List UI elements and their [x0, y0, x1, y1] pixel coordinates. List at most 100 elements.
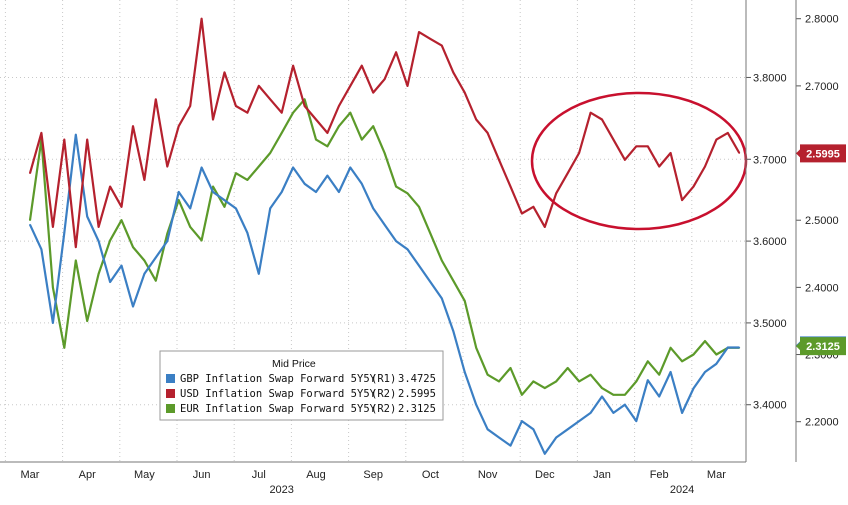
- data-point-usd: [52, 226, 54, 228]
- data-point-gbp: [738, 346, 741, 349]
- data-point-eur: [303, 98, 306, 101]
- data-point-gbp: [29, 223, 31, 226]
- data-point-eur: [86, 320, 88, 322]
- data-point-gbp: [200, 166, 203, 169]
- data-point-usd: [669, 152, 672, 154]
- data-point-usd: [418, 31, 420, 33]
- value-badge-pointer: [796, 341, 801, 352]
- data-point-eur: [715, 353, 718, 356]
- data-point-gbp: [669, 371, 672, 373]
- data-point-gbp: [463, 371, 466, 373]
- data-point-gbp: [269, 207, 272, 210]
- data-point-usd: [486, 132, 489, 134]
- data-point-usd: [75, 246, 77, 248]
- data-point-gbp: [475, 403, 478, 406]
- r1-tick-label: 3.6000: [753, 236, 787, 248]
- data-point-usd: [223, 71, 226, 74]
- year-label: 2024: [670, 484, 694, 496]
- data-point-usd: [235, 105, 237, 107]
- data-point-eur: [566, 367, 569, 369]
- data-point-gbp: [589, 412, 592, 414]
- data-point-gbp: [361, 183, 363, 185]
- r2-tick-label: 2.4000: [805, 282, 839, 294]
- data-point-eur: [658, 373, 660, 376]
- legend-label-usd: USD Inflation Swap Forward 5Y5Y: [180, 388, 377, 400]
- data-point-usd: [303, 105, 306, 107]
- data-point-eur: [280, 132, 283, 134]
- data-point-eur: [212, 185, 214, 188]
- value-badge-text: 2.3125: [806, 341, 840, 353]
- data-point-usd: [647, 145, 649, 148]
- r1-tick-label: 3.8000: [753, 72, 787, 84]
- data-point-eur: [189, 226, 191, 228]
- data-point-gbp: [166, 240, 169, 242]
- data-point-eur: [441, 259, 443, 262]
- data-point-eur: [647, 360, 649, 363]
- data-point-usd: [681, 199, 683, 201]
- data-point-eur: [269, 152, 272, 154]
- data-point-usd: [132, 125, 134, 127]
- data-point-usd: [544, 226, 546, 228]
- legend-swatch-usd: [166, 389, 175, 398]
- r1-tick-label: 3.7000: [753, 154, 787, 166]
- data-point-gbp: [177, 191, 180, 193]
- x-tick-label: Oct: [422, 469, 439, 481]
- data-point-usd: [383, 78, 386, 80]
- data-point-eur: [429, 232, 432, 235]
- data-point-gbp: [418, 264, 420, 267]
- x-tick-label: Mar: [21, 469, 40, 481]
- data-point-usd: [704, 165, 706, 168]
- data-point-gbp: [578, 420, 580, 422]
- data-point-eur: [624, 394, 626, 396]
- data-point-usd: [189, 105, 191, 107]
- data-point-usd: [338, 105, 340, 107]
- legend-swatch-eur: [166, 404, 175, 413]
- data-point-usd: [521, 212, 523, 215]
- data-point-gbp: [235, 207, 237, 210]
- data-point-eur: [258, 165, 260, 168]
- annotations: [530, 91, 748, 231]
- data-point-usd: [452, 71, 455, 74]
- data-point-gbp: [727, 346, 729, 349]
- data-point-usd: [727, 132, 729, 134]
- legend-title: Mid Price: [272, 358, 316, 370]
- data-point-usd: [429, 38, 432, 40]
- x-tick-label: Sep: [363, 469, 383, 481]
- r2-tick-label: 2.8000: [805, 14, 839, 26]
- data-point-usd: [463, 91, 466, 94]
- data-point-gbp: [452, 330, 455, 332]
- data-point-usd: [509, 185, 512, 188]
- data-point-usd: [441, 44, 443, 47]
- legend-label-gbp: GBP Inflation Swap Forward 5Y5Y: [180, 373, 377, 385]
- data-point-gbp: [486, 428, 489, 431]
- data-point-eur: [383, 152, 386, 154]
- data-point-gbp: [601, 395, 603, 398]
- data-point-gbp: [612, 412, 615, 414]
- series-line-usd: [28, 17, 741, 249]
- x-tick-label: Dec: [535, 469, 555, 481]
- data-point-eur: [97, 273, 100, 275]
- data-point-eur: [509, 367, 512, 369]
- data-point-gbp: [681, 412, 683, 414]
- data-point-gbp: [155, 256, 157, 259]
- data-point-eur: [475, 347, 478, 349]
- data-point-gbp: [704, 371, 706, 373]
- data-point-usd: [601, 118, 603, 121]
- data-point-usd: [692, 185, 695, 188]
- data-point-eur: [63, 347, 66, 349]
- data-point-usd: [86, 138, 88, 141]
- data-point-gbp: [521, 420, 523, 422]
- data-point-eur: [544, 387, 546, 389]
- r2-tick-label: 2.2000: [805, 417, 839, 429]
- data-point-eur: [155, 279, 157, 282]
- data-point-eur: [75, 259, 77, 262]
- data-point-eur: [555, 380, 557, 383]
- data-point-usd: [258, 85, 260, 87]
- data-point-gbp: [326, 174, 329, 177]
- data-point-gbp: [372, 207, 375, 210]
- data-point-gbp: [624, 403, 626, 406]
- data-point-eur: [361, 138, 363, 141]
- data-point-eur: [223, 206, 226, 208]
- legend-axis-eur: (R2): [371, 403, 396, 415]
